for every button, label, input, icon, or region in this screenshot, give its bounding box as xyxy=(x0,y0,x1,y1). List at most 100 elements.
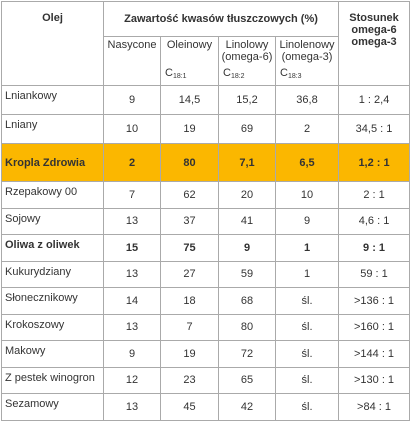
data-row: Z pestek winogron 12 23 65 śl. >130 : 1 xyxy=(1,366,411,394)
cell-value: 69 xyxy=(218,114,276,144)
formula: C18:3 xyxy=(280,67,302,83)
cell-value: 9 xyxy=(274,207,340,235)
column-name: Nasycone xyxy=(107,39,157,51)
formula-base: C xyxy=(223,67,231,79)
ratio-header-line: Stosunek xyxy=(349,12,399,24)
oil-name: Oliwa z oliwek xyxy=(1,234,104,262)
cell-value: 23 xyxy=(160,366,219,394)
data-row: Słonecznikowy 14 18 68 śl. >136 : 1 xyxy=(1,287,411,315)
oil-name: Lniany xyxy=(1,114,104,144)
cell-value: 41 xyxy=(218,207,276,235)
oil-name: Makowy xyxy=(1,340,104,368)
cell-value: 75 xyxy=(160,234,219,262)
cell-value: 14 xyxy=(103,287,161,315)
formula-sub: 18:3 xyxy=(287,73,302,80)
cell-value: 65 xyxy=(218,366,276,394)
group-header: Zawartość kwasów tłuszczowych (%) xyxy=(102,1,340,37)
column-name: Linolenowy xyxy=(279,39,335,51)
cell-value: 7 xyxy=(103,181,161,209)
ratio-header: Stosunek omega-6 omega-3 xyxy=(338,1,411,86)
oil-name: Sojowy xyxy=(1,207,104,235)
data-row: Krokoszowy 13 7 80 śl. >160 : 1 xyxy=(1,313,411,341)
cell-value: śl. xyxy=(274,287,340,315)
cell-value: 9 xyxy=(103,340,161,368)
data-row: Makowy 9 19 72 śl. >144 : 1 xyxy=(1,340,411,368)
header-row: Olej Zawartość kwasów tłuszczowych (%) Sto… xyxy=(1,1,411,86)
cell-value: 19 xyxy=(160,340,219,368)
cell-value: 45 xyxy=(160,393,219,421)
cell-value: 80 xyxy=(160,143,219,182)
formula-base: C xyxy=(165,67,173,79)
cell-value: 42 xyxy=(218,393,276,421)
oil-name: Krokoszowy xyxy=(1,313,104,341)
cell-value: 4,6 : 1 xyxy=(338,207,411,235)
data-row: Oliwa z oliwek 15 75 9 1 9 : 1 xyxy=(1,234,411,262)
cell-value: >130 : 1 xyxy=(338,366,411,394)
cell-value: 1,2 : 1 xyxy=(338,143,411,182)
cell-value: 12 xyxy=(103,366,161,394)
formula-base: C xyxy=(280,67,288,79)
cell-value: 68 xyxy=(218,287,276,315)
data-row: Sojowy 13 37 41 9 4,6 : 1 xyxy=(1,207,411,235)
cell-value: 59 xyxy=(218,260,276,288)
cell-value: 15,2 xyxy=(218,85,276,115)
cell-value: 80 xyxy=(218,313,276,341)
cell-value: 7 xyxy=(160,313,219,341)
oil-name: Rzepakowy 00 xyxy=(1,181,104,209)
cell-value: 62 xyxy=(160,181,219,209)
cell-value: śl. xyxy=(274,393,340,421)
column-name: (omega-6) xyxy=(221,51,273,63)
cell-value: 1 xyxy=(274,234,340,262)
cell-value: 37 xyxy=(160,207,219,235)
cell-value: 34,5 : 1 xyxy=(338,114,411,144)
oil-name: Lniankowy xyxy=(1,85,104,115)
cell-value: 2 : 1 xyxy=(338,181,411,209)
cell-value: 59 : 1 xyxy=(338,260,411,288)
cell-value: >84 : 1 xyxy=(338,393,411,421)
cell-value: >160 : 1 xyxy=(338,313,411,341)
ratio-header-line: omega-6 xyxy=(351,24,397,36)
cell-value: 14,5 xyxy=(160,85,219,115)
ratio-header-line: omega-3 xyxy=(351,36,397,48)
cell-value: 10 xyxy=(103,114,161,144)
data-row: Lniany 10 19 69 2 34,5 : 1 xyxy=(1,114,411,144)
cell-value: 27 xyxy=(160,260,219,288)
data-row: Sezamowy 13 45 42 śl. >84 : 1 xyxy=(1,393,411,421)
formula-sub: 18:2 xyxy=(230,73,245,80)
column-header: Linolowy (omega-6) C18:2 xyxy=(218,36,276,86)
oil-name: Kropla Zdrowia xyxy=(1,143,104,182)
oil-header: Olej xyxy=(1,1,104,86)
cell-value: 13 xyxy=(103,207,161,235)
oil-name: Kukurydziany xyxy=(1,260,104,288)
cell-value: 1 xyxy=(274,260,340,288)
cell-value: 6,5 xyxy=(274,143,340,182)
cell-value: 9 xyxy=(218,234,276,262)
column-header: Nasycone xyxy=(103,36,161,86)
data-row: Lniankowy 9 14,5 15,2 36,8 1 : 2,4 xyxy=(1,85,411,115)
cell-value: 10 xyxy=(274,181,340,209)
cell-value: 9 : 1 xyxy=(338,234,411,262)
cell-value: 2 xyxy=(274,114,340,144)
cell-value: śl. xyxy=(274,313,340,341)
cell-value: 1 : 2,4 xyxy=(338,85,411,115)
data-row: Kropla Zdrowia 2 80 7,1 6,5 1,2 : 1 xyxy=(1,143,411,182)
cell-value: 15 xyxy=(103,234,161,262)
column-name: Oleinowy xyxy=(166,39,213,51)
cell-value: 7,1 xyxy=(218,143,276,182)
oil-name: Słonecznikowy xyxy=(1,287,104,315)
formula-sub: 18:1 xyxy=(172,73,187,80)
cell-value: 36,8 xyxy=(274,85,340,115)
cell-value: 13 xyxy=(103,260,161,288)
data-row: Rzepakowy 00 7 62 20 10 2 : 1 xyxy=(1,181,411,209)
cell-value: 2 xyxy=(103,143,161,182)
column-header: Oleinowy C18:1 xyxy=(160,36,219,86)
cell-value: śl. xyxy=(274,366,340,394)
cell-value: 20 xyxy=(218,181,276,209)
cell-value: śl. xyxy=(274,340,340,368)
data-row: Kukurydziany 13 27 59 1 59 : 1 xyxy=(1,260,411,288)
formula: C18:1 xyxy=(165,67,187,83)
cell-value: 19 xyxy=(160,114,219,144)
oil-name: Z pestek winogron xyxy=(1,366,104,394)
header-row: Nasycone Oleinowy C18:1 Linolowy (omega-6) C1… xyxy=(2,36,410,86)
